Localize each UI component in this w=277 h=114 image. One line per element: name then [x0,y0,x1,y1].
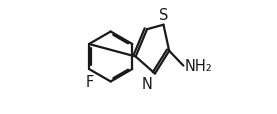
Text: S: S [159,8,169,23]
Text: N: N [142,76,153,91]
Text: NH₂: NH₂ [185,58,213,73]
Text: F: F [86,74,94,89]
